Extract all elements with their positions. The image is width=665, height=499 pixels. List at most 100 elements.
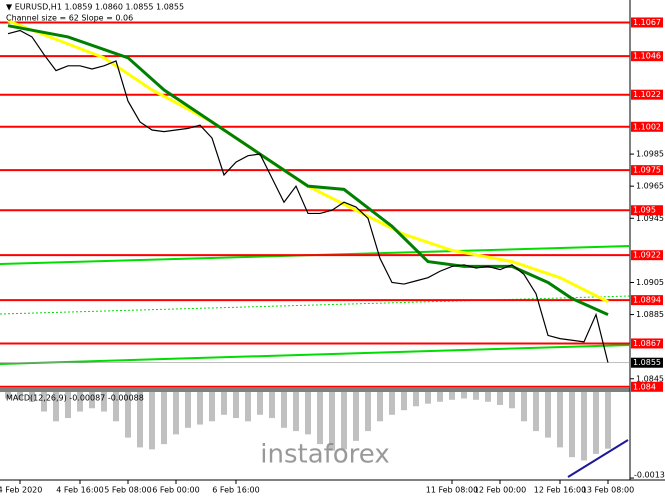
- level-label-box: [631, 381, 663, 392]
- y-tick-label: 1.0985: [636, 150, 664, 159]
- watermark: instaforex: [260, 440, 389, 470]
- x-tick-label: 12 Feb 16:00: [534, 486, 586, 495]
- macd-bar: [341, 391, 347, 450]
- x-tick-label: 12 Feb 00:00: [474, 486, 526, 495]
- macd-bar: [149, 391, 155, 450]
- y-tick-label: 1.0885: [636, 310, 664, 319]
- y-tick-label: 1.0845: [636, 374, 664, 383]
- macd-bar: [137, 391, 143, 448]
- level-label: 1.1002: [633, 122, 661, 131]
- current-price-label: 1.0855: [633, 358, 661, 367]
- macd-bar: [329, 391, 335, 451]
- macd-bar: [209, 391, 215, 422]
- macd-bar: [389, 391, 395, 415]
- macd-bar: [413, 391, 419, 407]
- macd-bar: [377, 391, 383, 422]
- macd-bar: [557, 391, 563, 448]
- macd-bar: [605, 391, 611, 449]
- macd-bar: [197, 391, 203, 425]
- macd-bar: [473, 391, 479, 400]
- level-label: 1.1067: [633, 18, 661, 27]
- level-label: 1.084: [633, 382, 656, 391]
- macd-bar: [5, 391, 11, 399]
- macd-bar: [17, 391, 23, 400]
- macd-bar: [509, 391, 515, 409]
- macd-bar: [485, 391, 491, 402]
- header: ▼ EURUSD,H1 1.0859 1.0860 1.0855 1.0855: [6, 3, 184, 12]
- level-label-box: [631, 338, 663, 349]
- macd-bar: [293, 391, 299, 432]
- x-tick-label: 6 Feb 00:00: [152, 486, 199, 495]
- macd-bar: [365, 391, 371, 432]
- macd-bar: [401, 391, 407, 411]
- channel-lower: [0, 344, 631, 365]
- level-label: 1.095: [633, 206, 656, 215]
- macd-bar: [449, 391, 455, 400]
- macd-bar: [497, 391, 503, 405]
- macd-bar: [29, 391, 35, 402]
- level-label-box: [631, 121, 663, 132]
- level-label: 1.1022: [633, 90, 661, 99]
- level-label-box: [631, 89, 663, 100]
- macd-bar: [125, 391, 131, 438]
- x-tick-label: 5 Feb 08:00: [104, 486, 151, 495]
- macd-bar: [65, 391, 71, 419]
- price-line: [7, 29, 609, 363]
- macd-bar: [317, 391, 323, 445]
- macd-bar: [233, 391, 239, 419]
- current-price-box: [631, 357, 663, 368]
- macd-bar: [101, 391, 107, 412]
- macd-bar: [425, 391, 431, 404]
- plot: 1.0985 1.0965 1.0945 1.0905 1.0885 1.0845 1.10…: [0, 17, 665, 495]
- macd-bar: [437, 391, 443, 402]
- macd-trend-line: [567, 439, 629, 478]
- macd-bar: [269, 391, 275, 419]
- x-tick-label: 4 Feb 2020: [0, 486, 42, 495]
- macd-bar: [305, 391, 311, 435]
- macd-bar: [545, 391, 551, 438]
- moving-average: [7, 24, 609, 316]
- x-tick-label: 6 Feb 16:00: [212, 486, 259, 495]
- macd-bar: [533, 391, 539, 432]
- macd-bar: [353, 391, 359, 441]
- macd-bar: [281, 391, 287, 428]
- moving-average: [7, 19, 609, 304]
- level-label-box: [631, 17, 663, 28]
- macd-bar: [521, 391, 527, 422]
- macd-bar: [53, 391, 59, 422]
- y-tick-label: 1.0905: [636, 278, 664, 287]
- level-label-box: [631, 250, 663, 261]
- macd-bar: [77, 391, 83, 412]
- macd-bar: [113, 391, 119, 422]
- level-label: 1.1046: [633, 52, 661, 61]
- level-label-box: [631, 165, 663, 176]
- macd-bar: [161, 391, 167, 445]
- macd-y-tick-label: -0.00132: [634, 471, 665, 480]
- level-label: 1.0867: [633, 339, 661, 348]
- macd-bar: [461, 391, 467, 399]
- macd-bar: [245, 391, 251, 422]
- level-label-box: [631, 205, 663, 216]
- macd-bar: [569, 391, 575, 458]
- macd-bar: [89, 391, 95, 409]
- level-label: 1.0922: [633, 251, 661, 260]
- macd-bar: [185, 391, 191, 428]
- y-tick-label: 1.0965: [636, 182, 664, 191]
- y-tick-label: 1.0945: [636, 214, 664, 223]
- x-tick-label: 11 Feb 08:00: [426, 486, 478, 495]
- x-tick-label: 4 Feb 16:00: [56, 486, 103, 495]
- macd-bar: [173, 391, 179, 435]
- channel-middle: [0, 295, 631, 315]
- indicator-label: Channel size = 62 Slope = 0.06: [6, 14, 133, 23]
- level-label-box: [631, 51, 663, 62]
- macd-bar: [581, 391, 587, 461]
- macd-bar: [221, 391, 227, 415]
- level-label: 1.0975: [633, 166, 661, 175]
- level-label-box: [631, 295, 663, 306]
- macd-bar: [257, 391, 263, 415]
- level-label: 1.0894: [633, 296, 661, 305]
- macd-label: MACD(12,26,9) -0.00087 -0.00088: [6, 394, 144, 403]
- x-tick-label: 13 Feb 08:00: [582, 486, 634, 495]
- macd-bar: [41, 391, 47, 412]
